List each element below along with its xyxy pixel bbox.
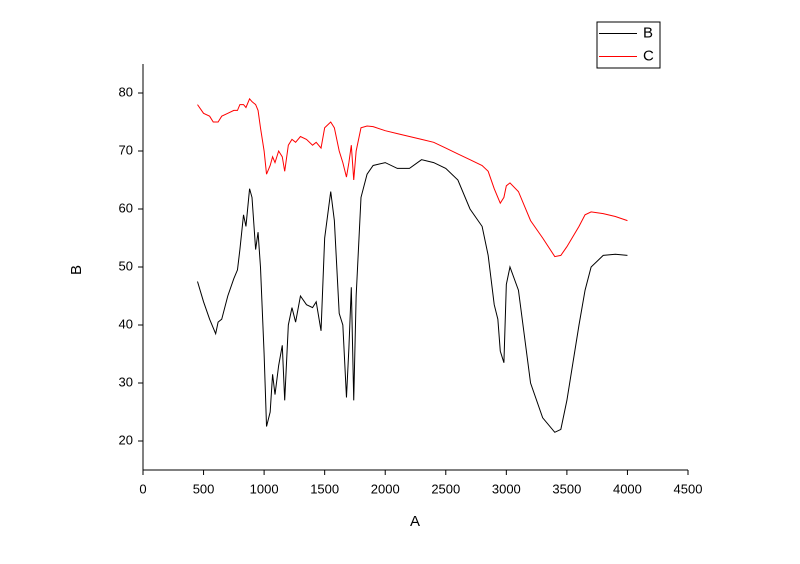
legend-label: B <box>643 24 653 41</box>
y-tick-label: 80 <box>119 84 133 99</box>
x-tick-label: 4500 <box>674 481 703 496</box>
x-tick-label: 1000 <box>250 481 279 496</box>
legend-label: C <box>643 47 654 64</box>
line-series <box>197 97 628 258</box>
x-tick-label: 2500 <box>431 481 460 496</box>
y-tick-label: 30 <box>119 374 133 389</box>
x-tick-label: 500 <box>193 481 215 496</box>
y-axis-label: B <box>68 265 85 275</box>
y-tick-label: 50 <box>119 258 133 273</box>
x-axis-label: A <box>410 513 420 530</box>
x-tick-label: 3000 <box>492 481 521 496</box>
x-tick-label: 3500 <box>552 481 581 496</box>
line-series <box>197 159 628 433</box>
y-tick-label: 70 <box>119 142 133 157</box>
x-tick-label: 4000 <box>613 481 642 496</box>
x-tick-label: 2000 <box>371 481 400 496</box>
legend-box <box>596 21 661 69</box>
y-tick-label: 60 <box>119 200 133 215</box>
y-tick-label: 40 <box>119 316 133 331</box>
x-tick-label: 0 <box>139 481 146 496</box>
y-tick-label: 20 <box>119 432 133 447</box>
x-tick-label: 1500 <box>310 481 339 496</box>
